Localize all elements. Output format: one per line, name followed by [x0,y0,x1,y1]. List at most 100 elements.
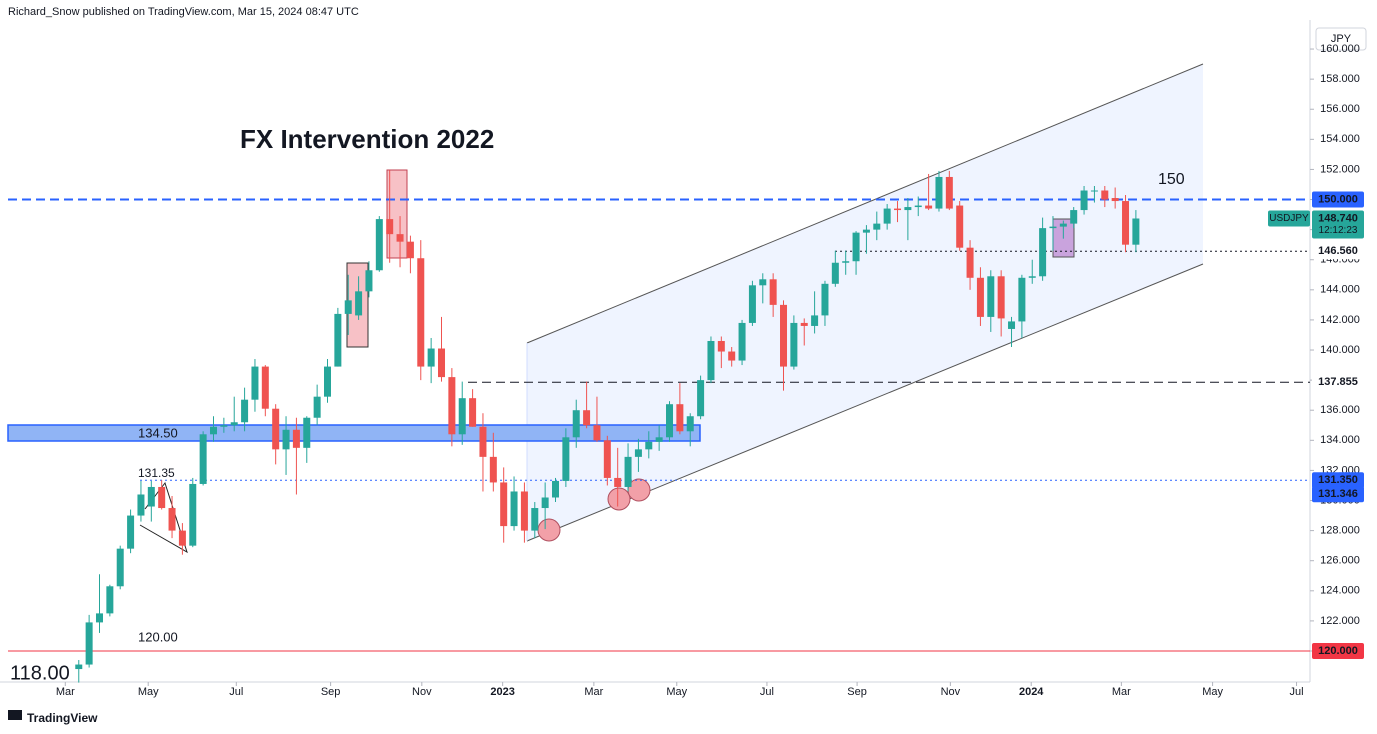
candle-body [769,279,777,305]
candle-body [313,396,321,418]
candle-body [1122,201,1130,245]
candle-body [738,322,746,361]
candle-body [728,351,736,361]
candle-body [427,348,435,367]
candle-body [479,426,487,457]
candle-body [344,300,352,314]
candle-body [386,219,394,235]
candle-body [583,410,591,426]
candle-body [1059,223,1067,227]
level-label-box [1312,191,1364,208]
candle-body [790,322,798,367]
candle-body [282,429,290,450]
y-tick-label: 152.000 [1320,163,1360,175]
level-label-box [1312,642,1364,659]
candle-body [303,417,311,448]
candle-body [489,456,497,483]
x-tick-label: Nov [412,686,432,698]
x-tick-label: Jul [229,686,243,698]
y-tick-label: 128.000 [1320,525,1360,537]
y-tick-label: 156.000 [1320,103,1360,115]
level-label: 137.855 [1318,376,1358,388]
candle-body [95,613,103,623]
candle-body [624,456,632,487]
y-tick-label: 134.000 [1320,434,1360,446]
candle-body [147,486,155,507]
y-tick-label: 140.000 [1320,344,1360,356]
annotation: FX Intervention 2022 [240,124,494,154]
countdown: 12:12:23 [1319,225,1358,236]
x-tick-label: Mar [584,686,603,698]
footer-brand: TradingView [27,711,98,725]
candle-body [116,548,124,587]
channel-top [526,63,1204,344]
level-label-box [1312,472,1364,489]
annotation: 131.35 [138,466,175,480]
y-tick-label: 126.000 [1320,555,1360,567]
candle-body [158,486,166,509]
candle-body [552,480,560,498]
candle-body [655,437,663,442]
marker-circle [537,518,561,542]
candle-body [614,477,622,487]
candle-body [966,247,974,278]
candle-body [1080,190,1088,211]
candle-body [531,508,539,531]
candle-body [1132,218,1140,245]
annotation: 120.00 [138,629,178,644]
currency: JPY [1331,33,1352,45]
level-label: 131.350 [1318,474,1358,486]
candle-body [852,232,860,262]
candle-body [1090,190,1098,192]
candle-body [469,398,477,427]
candle-body [634,449,642,457]
candle-body [365,270,373,292]
candle-body [168,508,176,531]
channel-fill [527,64,1203,541]
candle-body [717,340,725,352]
candle-body [894,208,902,211]
candle-body [334,313,342,367]
candle-body [945,176,953,209]
candle-body [862,229,870,233]
price-label-box [1312,486,1364,503]
candle-body [707,340,715,381]
candle-body [178,530,186,546]
candle-body [510,491,518,527]
candle-body [1070,210,1078,224]
x-tick-label: May [666,686,687,698]
candle-body [261,366,269,409]
candle-body [914,205,922,208]
candle-body [541,497,549,509]
price-label: 131.346 [1318,488,1358,500]
candle-body [209,426,217,435]
candle-body [956,205,964,248]
candle-body [106,586,114,614]
candle-body [406,241,414,259]
x-tick-label: Sep [847,686,867,698]
candle-body [987,276,995,317]
candle-body [1028,276,1036,278]
candle-body [593,425,601,441]
annotation: 118.00 [10,662,70,684]
candle-body [458,398,466,435]
x-tick-label: Mar [56,686,75,698]
level-label-box [1312,374,1364,391]
candle-body [1039,228,1047,277]
zone [7,424,701,442]
candle-body [417,258,425,367]
marker-circle [607,487,631,511]
logo [8,710,22,720]
candle-body [883,208,891,224]
level-label: 150.000 [1318,193,1358,205]
candle-body [873,223,881,230]
x-tick-label: Mar [1112,686,1131,698]
candle-body [85,622,93,665]
level-label: 146.560 [1318,245,1358,257]
x-tick-label: 2023 [490,686,514,698]
candle-body [355,291,363,316]
candle-body [935,176,943,209]
candle-body [375,219,383,271]
y-tick-label: 158.000 [1320,73,1360,85]
last-price: 148.740 [1318,212,1358,224]
